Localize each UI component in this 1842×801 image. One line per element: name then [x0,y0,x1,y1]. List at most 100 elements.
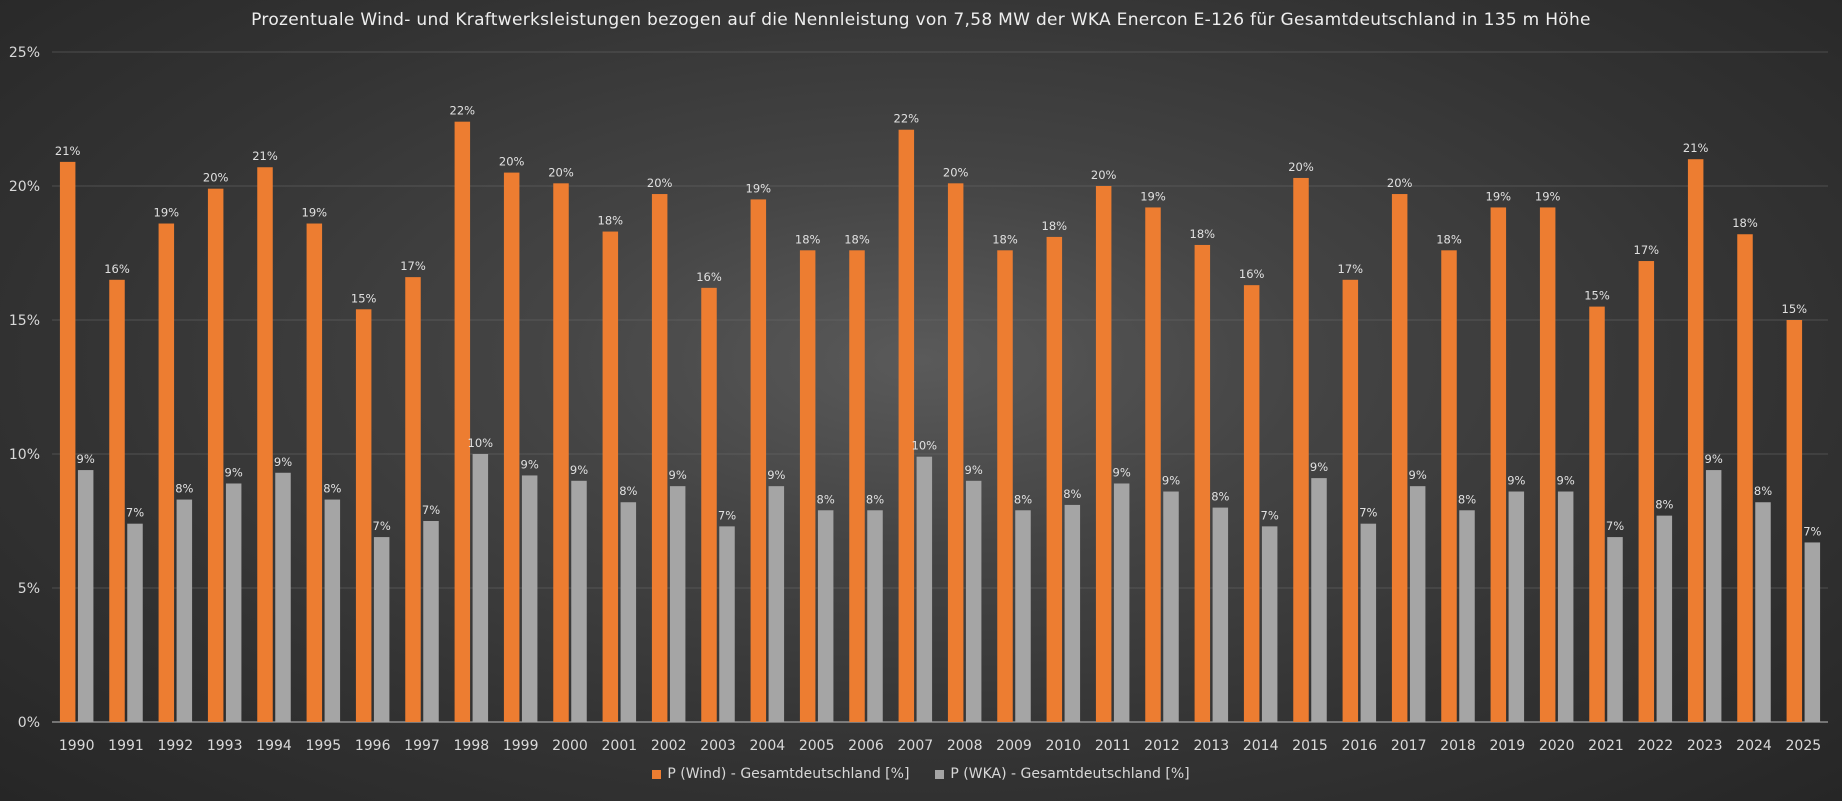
bar-wka [324,499,341,722]
data-label-wka: 10% [468,436,494,450]
data-label-wka: 8% [1014,492,1032,506]
x-tick-label: 2015 [1292,738,1328,754]
data-label-wka: 7% [422,503,440,517]
legend-item-wind[interactable]: P (Wind) - Gesamtdeutschland [%] [652,766,909,782]
data-label-wind: 17% [1338,262,1364,276]
data-label-wka: 9% [77,452,95,466]
data-label-wind: 18% [795,232,821,246]
bar-wka [127,523,143,722]
bar-wind [602,231,619,722]
data-label-wind: 16% [104,262,130,276]
bar-wka [1064,504,1081,722]
bar-wka [77,470,94,722]
bar-wka [1360,523,1377,722]
bar-wind [109,279,125,722]
data-label-wka: 9% [1162,474,1180,488]
x-tick-label: 1991 [108,738,144,754]
bar-wind [651,194,668,723]
x-tick-label: 2021 [1588,738,1624,754]
data-label-wind: 21% [55,144,81,158]
bar-wka [571,480,587,722]
bar-wka [1804,542,1821,722]
data-label-wind: 16% [1239,267,1265,281]
bar-wka [1113,483,1130,722]
data-label-wka: 7% [718,508,736,522]
bar-wind [1786,320,1803,722]
data-label-wka: 9% [1705,452,1723,466]
x-tick-label: 1999 [503,738,539,754]
bar-wka [669,486,686,722]
bar-wka [1755,502,1771,722]
x-tick-label: 2008 [947,738,983,754]
bar-wind [1441,250,1457,722]
data-label-wka: 8% [1655,498,1673,512]
bar-wka [423,521,439,722]
bar-wind [898,129,915,723]
legend-item-wka[interactable]: P (WKA) - Gesamtdeutschland [%] [935,766,1190,782]
legend-swatch-wind [652,769,662,779]
data-label-wind: 20% [203,171,229,185]
data-label-wka: 9% [669,468,687,482]
data-label-wka: 8% [1211,490,1229,504]
bar-wka [1163,491,1179,722]
data-label-wind: 17% [1634,243,1660,257]
data-label-wind: 21% [1683,141,1709,155]
bar-wka [1607,537,1623,722]
data-label-wka: 8% [175,482,193,496]
data-label-wind: 20% [548,165,574,179]
bar-wind [701,287,717,722]
x-tick-label: 1994 [256,738,292,754]
bar-wka [768,486,785,722]
data-label-wind: 19% [1486,189,1512,203]
data-label-wka: 8% [866,492,884,506]
legend-label-wind: P (Wind) - Gesamtdeutschland [%] [667,766,910,782]
data-label-wind: 20% [943,165,969,179]
bar-wind [355,309,372,722]
x-tick-label: 1990 [59,738,95,754]
x-tick-label: 2000 [552,738,588,754]
x-tick-label: 2023 [1687,738,1723,754]
bar-wind [849,250,865,722]
data-label-wka: 8% [323,482,341,496]
data-label-wka: 9% [1113,465,1131,479]
y-tick-label: 10% [9,447,40,463]
data-label-wind: 21% [252,149,278,163]
bar-wind [947,183,964,722]
data-label-wind: 19% [154,206,180,220]
x-tick-label: 2019 [1490,738,1526,754]
bar-wind [1490,207,1507,722]
data-label-wka: 9% [1557,474,1575,488]
legend-label-wka: P (WKA) - Gesamtdeutschland [%] [950,766,1190,782]
bar-wind [553,183,569,722]
x-tick-label: 1996 [355,738,391,754]
data-label-wind: 20% [647,176,673,190]
data-label-wind: 16% [696,270,722,284]
bar-wka [867,510,883,722]
data-label-wind: 22% [450,104,476,118]
data-label-wka: 7% [1606,519,1624,533]
bar-wka [1261,526,1278,722]
bar-wka [1656,515,1673,722]
bar-wka [1212,507,1229,722]
bar-wka [1508,491,1525,722]
x-tick-label: 2011 [1095,738,1131,754]
data-label-wka: 9% [1507,474,1525,488]
bar-wka [1015,510,1031,722]
x-tick-label: 2014 [1243,738,1279,754]
x-tick-label: 1997 [404,738,440,754]
y-tick-label: 25% [9,45,40,61]
data-label-wka: 8% [1754,484,1772,498]
data-label-wind: 15% [351,291,377,305]
data-label-wind: 19% [746,181,772,195]
x-tick-label: 2009 [996,738,1032,754]
x-tick-label: 2016 [1342,738,1378,754]
data-label-wind: 15% [1782,302,1808,316]
x-tick-label: 1992 [158,738,194,754]
bar-wind [1737,234,1753,723]
x-tick-label: 2020 [1539,738,1575,754]
x-tick-label: 1998 [454,738,490,754]
bar-wka [521,475,538,722]
x-tick-label: 2004 [750,738,786,754]
data-label-wka: 9% [521,457,539,471]
x-tick-label: 2017 [1391,738,1427,754]
